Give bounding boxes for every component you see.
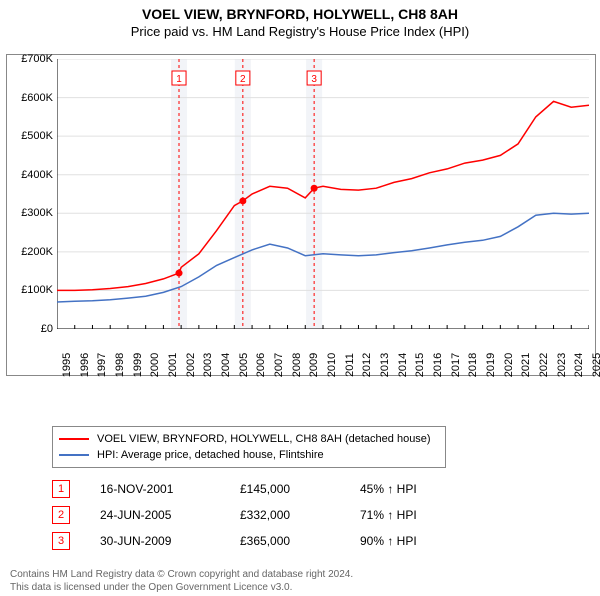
attribution: Contains HM Land Registry data © Crown c… xyxy=(10,568,353,594)
legend-row-0: VOEL VIEW, BRYNFORD, HOLYWELL, CH8 8AH (… xyxy=(59,431,439,447)
x-tick-label: 2006 xyxy=(255,353,269,377)
x-tick-label: 2020 xyxy=(503,353,517,377)
x-tick-label: 2008 xyxy=(291,353,305,377)
x-tick-label: 2000 xyxy=(149,353,163,377)
y-tick-label: £200K xyxy=(9,246,53,258)
x-tick-label: 2001 xyxy=(167,353,181,377)
sale-date-2: 24-JUN-2005 xyxy=(100,508,240,522)
x-tick-label: 2025 xyxy=(591,353,600,377)
svg-text:3: 3 xyxy=(311,74,317,85)
y-tick-label: £300K xyxy=(9,207,53,219)
sale-row-1: 1 16-NOV-2001 £145,000 45% ↑ HPI xyxy=(52,476,460,502)
sale-price-2: £332,000 xyxy=(240,508,360,522)
legend-label-0: VOEL VIEW, BRYNFORD, HOLYWELL, CH8 8AH (… xyxy=(97,433,431,445)
x-tick-label: 2018 xyxy=(467,353,481,377)
x-tick-label: 2015 xyxy=(414,353,428,377)
chart-plot-area: 1 2 3 xyxy=(57,59,589,329)
x-tick-label: 2023 xyxy=(556,353,570,377)
x-tick-label: 2011 xyxy=(344,353,358,377)
sale-marker-3: 3 xyxy=(52,532,70,550)
x-tick-label: 2002 xyxy=(185,353,199,377)
svg-text:1: 1 xyxy=(176,74,182,85)
sale-hpi-2: 71% ↑ HPI xyxy=(360,508,460,522)
x-tick-label: 1998 xyxy=(114,353,128,377)
sale-marker-1: 1 xyxy=(52,480,70,498)
y-tick-label: £0 xyxy=(9,323,53,335)
x-tick-label: 2014 xyxy=(397,353,411,377)
x-tick-label: 2024 xyxy=(573,353,587,377)
chart-container: VOEL VIEW, BRYNFORD, HOLYWELL, CH8 8AH P… xyxy=(0,6,600,596)
legend-label-1: HPI: Average price, detached house, Flin… xyxy=(97,449,324,461)
legend-row-1: HPI: Average price, detached house, Flin… xyxy=(59,447,439,463)
chart-outer-box: 1 2 3 £0 £100K £200K £300K £400K £500K £600K £700… xyxy=(6,54,596,376)
y-tick-label: £100K xyxy=(9,284,53,296)
sales-table: 1 16-NOV-2001 £145,000 45% ↑ HPI 2 24-JU… xyxy=(52,476,460,554)
x-tick-label: 2003 xyxy=(202,353,216,377)
sale-hpi-3: 90% ↑ HPI xyxy=(360,534,460,548)
x-tick-label: 2007 xyxy=(273,353,287,377)
attribution-line1: Contains HM Land Registry data © Crown c… xyxy=(10,568,353,581)
y-tick-label: £600K xyxy=(9,92,53,104)
sale-price-3: £365,000 xyxy=(240,534,360,548)
legend-box: VOEL VIEW, BRYNFORD, HOLYWELL, CH8 8AH (… xyxy=(52,426,446,468)
sale-row-3: 3 30-JUN-2009 £365,000 90% ↑ HPI xyxy=(52,528,460,554)
x-tick-label: 2013 xyxy=(379,353,393,377)
sale-hpi-1: 45% ↑ HPI xyxy=(360,482,460,496)
sale-row-2: 2 24-JUN-2005 £332,000 71% ↑ HPI xyxy=(52,502,460,528)
x-tick-label: 2009 xyxy=(308,353,322,377)
legend-swatch-1 xyxy=(59,454,89,456)
x-tick-label: 1997 xyxy=(96,353,110,377)
y-tick-label: £500K xyxy=(9,130,53,142)
x-tick-label: 2021 xyxy=(520,353,534,377)
x-tick-label: 1996 xyxy=(79,353,93,377)
x-tick-label: 2022 xyxy=(538,353,552,377)
x-tick-label: 2016 xyxy=(432,353,446,377)
legend-swatch-0 xyxy=(59,438,89,440)
y-tick-label: £700K xyxy=(9,53,53,65)
y-tick-label: £400K xyxy=(9,169,53,181)
svg-text:2: 2 xyxy=(240,74,246,85)
attribution-line2: This data is licensed under the Open Gov… xyxy=(10,581,353,594)
sale-price-1: £145,000 xyxy=(240,482,360,496)
x-tick-label: 2010 xyxy=(326,353,340,377)
sale-marker-2: 2 xyxy=(52,506,70,524)
sale-date-3: 30-JUN-2009 xyxy=(100,534,240,548)
x-tick-label: 2012 xyxy=(361,353,375,377)
x-tick-label: 2005 xyxy=(238,353,252,377)
x-tick-label: 2019 xyxy=(485,353,499,377)
chart-subtitle: Price paid vs. HM Land Registry's House … xyxy=(0,24,600,39)
x-tick-label: 2017 xyxy=(450,353,464,377)
x-tick-label: 1999 xyxy=(132,353,146,377)
sale-date-1: 16-NOV-2001 xyxy=(100,482,240,496)
chart-title: VOEL VIEW, BRYNFORD, HOLYWELL, CH8 8AH xyxy=(0,6,600,22)
chart-svg: 1 2 3 xyxy=(57,59,589,329)
x-tick-label: 2004 xyxy=(220,353,234,377)
x-tick-label: 1995 xyxy=(61,353,75,377)
